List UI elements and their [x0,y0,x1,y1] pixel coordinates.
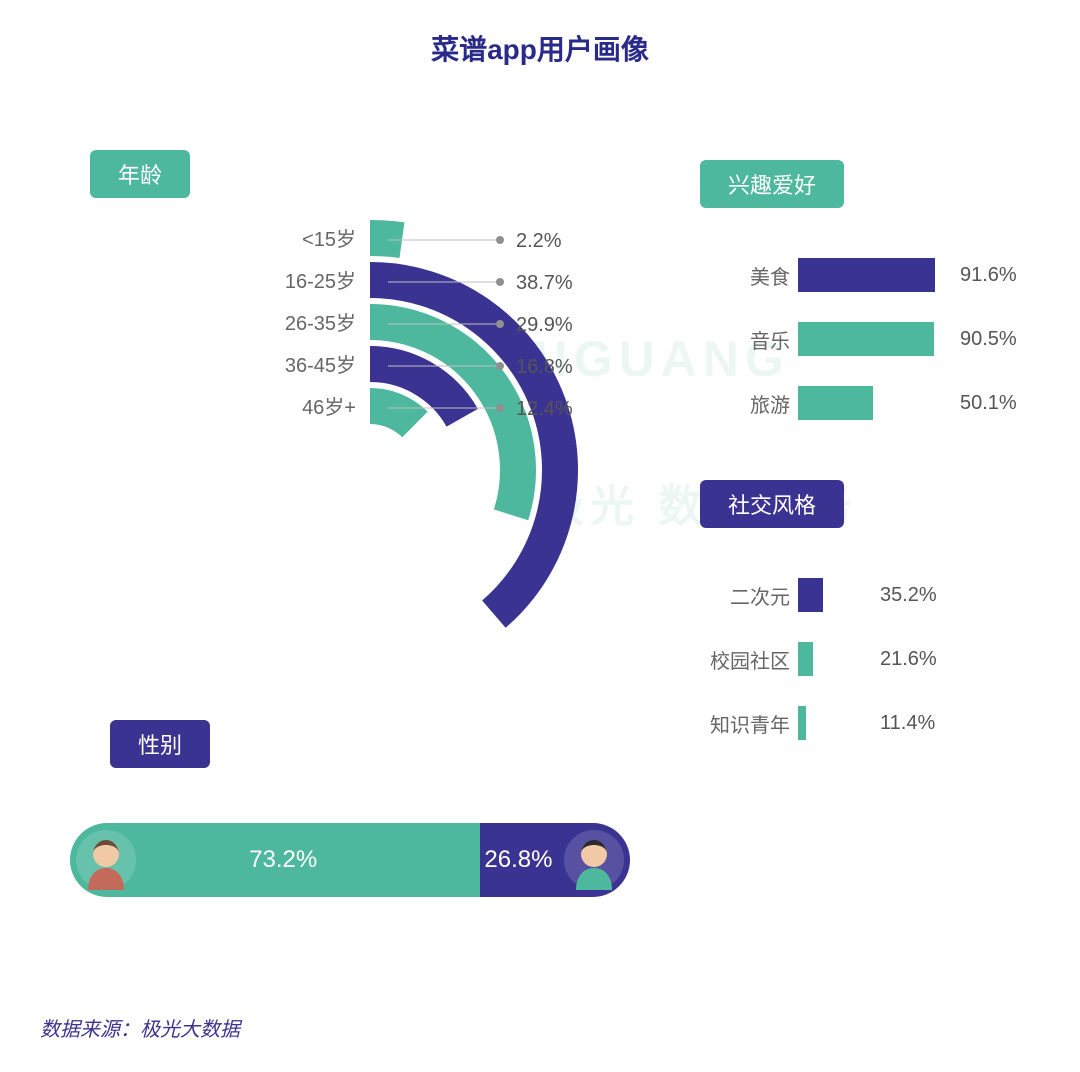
bar-fill [798,386,873,420]
social-bars: 二次元 35.2% 校园社区 21.6% 知识青年 11.4% [700,578,1040,740]
age-row-value: 29.9% [516,314,573,336]
gender-section: 性别 73.2% 26.8% [70,720,640,897]
gender-bar: 73.2% 26.8% [70,823,630,897]
bar-fill [798,322,934,356]
bar-row-label: 音乐 [700,325,790,354]
bar-value: 35.2% [880,584,937,607]
bar-row: 音乐 90.5% [700,322,1040,356]
avatar-female-icon [76,830,136,890]
age-row-value: 2.2% [516,230,562,252]
bar-row: 旅游 50.1% [700,386,1040,420]
bar-row: 美食 91.6% [700,258,1040,292]
bar-value: 11.4% [880,712,935,735]
bar-fill [798,642,813,676]
age-row-label: 26-35岁 [285,312,356,335]
bar-row: 知识青年 11.4% [700,706,1040,740]
bar-value: 90.5% [960,328,1017,351]
data-source: 数据来源：极光大数据 [40,1013,240,1042]
age-row-label: 36-45岁 [285,354,356,377]
right-column: 兴趣爱好 美食 91.6% 音乐 90.5% 旅游 50.1% 社交风格 二次元 35.2%… [700,160,1040,770]
bar-value: 50.1% [960,392,1017,415]
bar-row-label: 美食 [700,261,790,290]
interests-bars: 美食 91.6% 音乐 90.5% 旅游 50.1% [700,258,1040,420]
avatar-male-icon [564,830,624,890]
gender-pct-female: 73.2% [249,846,317,874]
age-row-value: 12.4% [516,398,573,420]
age-row-value: 16.8% [516,356,573,378]
social-section: 社交风格 二次元 35.2% 校园社区 21.6% 知识青年 11.4% [700,480,1040,740]
bar-fill [798,578,823,612]
bar-row: 校园社区 21.6% [700,642,1040,676]
gender-pct-male: 26.8% [484,846,552,874]
bar-row: 二次元 35.2% [700,578,1040,612]
page-title: 菜谱app用户画像 [0,0,1080,68]
bar-value: 91.6% [960,264,1017,287]
age-row-label: <15岁 [302,228,356,251]
bar-row-label: 知识青年 [700,709,790,738]
age-radial-chart: <15岁 2.2% 16-25岁 38.7% 26-35岁 29.9% 36-45岁 16.8… [40,190,660,770]
bar-row-label: 二次元 [700,581,790,610]
age-row-label: 16-25岁 [285,270,356,293]
age-row-value: 38.7% [516,272,573,294]
bar-row-label: 旅游 [700,389,790,418]
bar-fill [798,258,935,292]
gender-section-label: 性别 [110,720,210,768]
bar-value: 21.6% [880,648,937,671]
social-section-label: 社交风格 [700,480,844,528]
bar-fill [798,706,806,740]
age-row-label: 46岁+ [302,396,356,419]
interests-section-label: 兴趣爱好 [700,160,844,208]
bar-row-label: 校园社区 [700,645,790,674]
